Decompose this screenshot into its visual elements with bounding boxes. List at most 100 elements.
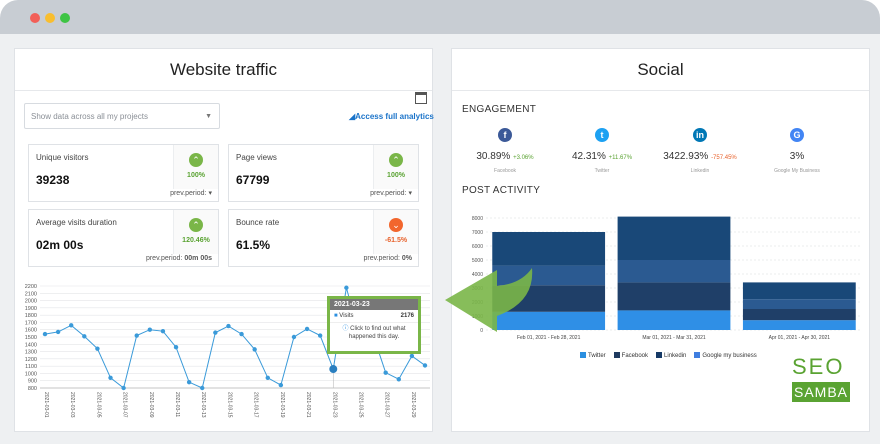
prev-period[interactable]: prev.period: ▾ bbox=[370, 190, 412, 197]
data-point bbox=[147, 327, 153, 332]
legend-label: Facebook bbox=[621, 353, 649, 359]
access-analytics-link[interactable]: ◢Access full analytics bbox=[349, 112, 434, 121]
bar-segment bbox=[617, 282, 731, 311]
data-point bbox=[344, 285, 349, 290]
data-point bbox=[134, 333, 139, 338]
x-tick-label: Apr 01, 2021 - Apr 30, 2021 bbox=[769, 335, 831, 341]
prev-period-label: prev.period: bbox=[170, 190, 207, 197]
engagement-network-label: Facebook bbox=[494, 168, 516, 174]
data-point bbox=[396, 377, 401, 382]
minimize-window-icon[interactable] bbox=[45, 13, 55, 23]
y-tick-label: 1500 bbox=[25, 335, 37, 341]
prev-period-label: prev.period: bbox=[363, 255, 400, 262]
legend-item[interactable]: Linkedin bbox=[656, 352, 686, 359]
y-tick-label: 7000 bbox=[472, 230, 483, 236]
metric-value: 61.5% bbox=[236, 238, 271, 252]
data-point bbox=[409, 353, 415, 359]
x-tick-label: 2021-03-01 bbox=[43, 392, 49, 418]
legend-item[interactable]: Facebook bbox=[613, 352, 649, 359]
metric-card-page-views[interactable]: Page views 67799 ⌃ 100% prev.period: ▾ bbox=[228, 144, 419, 202]
x-tick-label: 2021-03-13 bbox=[200, 392, 206, 418]
metric-card-bounce-rate[interactable]: Bounce rate 61.5% ⌄ -61.5% prev.period: … bbox=[228, 209, 419, 267]
x-tick-label: 2021-03-09 bbox=[148, 392, 154, 418]
y-tick-label: 1800 bbox=[25, 313, 37, 319]
analytics-icon: ◢ bbox=[349, 112, 356, 121]
metric-value: 02m 00s bbox=[36, 238, 84, 252]
data-point bbox=[252, 347, 257, 352]
metric-value: 39238 bbox=[36, 173, 70, 187]
bar-segment bbox=[492, 232, 606, 266]
prev-period-value: 0% bbox=[401, 255, 412, 262]
metric-card-unique-visitors[interactable]: Unique visitors 39238 ⌃ 100% prev.period… bbox=[28, 144, 219, 202]
legend-label: Google my business bbox=[702, 353, 757, 359]
data-point bbox=[278, 382, 284, 388]
data-point bbox=[173, 345, 179, 350]
arrow-up-icon: ⌃ bbox=[389, 153, 403, 167]
engagement-network-label: Twitter bbox=[594, 168, 610, 174]
prev-period-label: prev.period: bbox=[370, 190, 407, 197]
data-point bbox=[383, 370, 388, 375]
engagement-value: 30.89% +3.06% bbox=[476, 151, 534, 162]
analytics-link-label: Access full analytics bbox=[355, 112, 434, 121]
metric-card-avg-duration[interactable]: Average visits duration 02m 00s ⌃ 120.46… bbox=[28, 209, 219, 267]
engagement-value: 3% bbox=[789, 151, 805, 162]
legend-item[interactable]: Google my business bbox=[694, 352, 757, 359]
metric-value: 67799 bbox=[236, 173, 270, 187]
y-tick-label: 800 bbox=[28, 386, 37, 392]
x-tick-label: Feb 01, 2021 - Feb 28, 2021 bbox=[517, 335, 581, 341]
tooltip-series-label: Visits bbox=[339, 313, 354, 319]
engagement-item-linkedin: in 3422.93% -757.45% Linkedin bbox=[650, 128, 750, 174]
tooltip-note[interactable]: ⓘ Click to find out what happened this d… bbox=[330, 323, 418, 343]
tooltip-row: ■ Visits 2176 bbox=[330, 310, 418, 323]
bar-segment bbox=[742, 309, 856, 321]
metric-label: Unique visitors bbox=[36, 153, 89, 162]
data-point bbox=[186, 379, 192, 385]
metric-label: Bounce rate bbox=[236, 218, 280, 227]
x-tick-label: 2021-03-17 bbox=[253, 392, 259, 418]
project-select[interactable]: Show data across all my projects ▼ bbox=[24, 103, 220, 129]
y-tick-label: 1300 bbox=[25, 350, 37, 356]
y-tick-label: 2100 bbox=[25, 291, 37, 297]
y-tick-label: 1900 bbox=[25, 306, 37, 312]
y-tick-label: 900 bbox=[28, 379, 37, 385]
panel-title: Website traffic bbox=[15, 49, 432, 91]
engagement-network-label: Linkedin bbox=[690, 168, 710, 174]
engagement-item-google-my-business: G 3% Google My Business bbox=[747, 128, 847, 174]
y-tick-label: 1100 bbox=[25, 364, 37, 370]
close-window-icon[interactable] bbox=[30, 13, 40, 23]
arrow-down-icon: ⌄ bbox=[389, 218, 403, 232]
metric-change: 100% bbox=[387, 172, 405, 179]
logo-line1: SEO bbox=[792, 354, 845, 379]
x-tick-label: 2021-03-05 bbox=[95, 392, 101, 418]
data-point bbox=[329, 365, 338, 374]
y-tick-label: 1000 bbox=[25, 371, 37, 377]
transition-arrow-icon bbox=[445, 268, 533, 332]
post-activity-bar-chart[interactable]: 010002000300040005000600070008000Feb 01,… bbox=[452, 212, 869, 352]
engagement-item-facebook: f 30.89% +3.06% Facebook bbox=[455, 128, 555, 174]
data-point bbox=[69, 323, 74, 328]
maximize-window-icon[interactable] bbox=[60, 13, 70, 23]
data-point bbox=[108, 375, 113, 380]
y-tick-label: 1600 bbox=[25, 328, 37, 334]
metric-change: 120.46% bbox=[182, 237, 210, 244]
tooltip-note-text: Click to find out what happened this day… bbox=[348, 326, 406, 340]
legend-item[interactable]: Twitter bbox=[580, 352, 606, 359]
x-tick-label: 2021-03-29 bbox=[410, 392, 416, 418]
prev-period[interactable]: prev.period: ▾ bbox=[170, 190, 212, 197]
data-point bbox=[226, 323, 231, 329]
metric-change: -61.5% bbox=[384, 237, 408, 244]
prev-period-label: prev.period: bbox=[145, 255, 183, 262]
engagement-value: 3422.93% -757.45% bbox=[663, 151, 737, 162]
calendar-icon[interactable] bbox=[415, 92, 427, 104]
legend-swatch-icon bbox=[613, 352, 620, 358]
y-tick-label: 4000 bbox=[472, 272, 483, 278]
data-point bbox=[160, 328, 166, 334]
tooltip-date: 2021-03-23 bbox=[330, 299, 418, 310]
metric-change-box: ⌃ 120.46% bbox=[173, 210, 218, 254]
arrow-up-icon: ⌃ bbox=[189, 153, 203, 167]
data-point bbox=[422, 363, 428, 368]
y-tick-label: 2200 bbox=[25, 284, 37, 290]
chart-legend: Twitter Facebook Linkedin Google my busines… bbox=[580, 352, 757, 359]
